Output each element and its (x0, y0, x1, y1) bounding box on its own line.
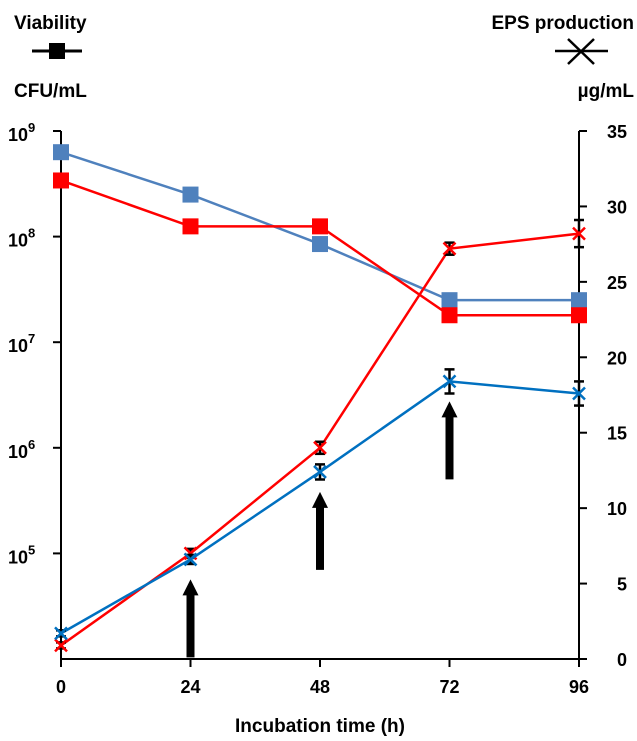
data-point-square (441, 292, 458, 309)
data-point-x (572, 386, 586, 401)
left-tick-label: 107 (8, 331, 35, 356)
left-tick-label: 109 (8, 120, 35, 145)
x-tick-label: 0 (56, 677, 66, 697)
series-layer (53, 144, 587, 653)
left-axis-header: Viability (14, 13, 87, 34)
data-point-x (54, 626, 68, 641)
x-tick-label: 72 (439, 677, 459, 697)
data-point-square (441, 307, 458, 324)
data-point-x (313, 440, 327, 455)
series-3 (54, 368, 586, 641)
right-tick-label: 35 (607, 122, 627, 142)
left-axis-ticks: 109 108 107 106 105 (8, 120, 61, 567)
up-arrow-icon (182, 579, 199, 658)
up-arrow-icon (312, 491, 328, 570)
right-tick-label: 20 (607, 348, 627, 368)
x-tick-label: 96 (569, 677, 589, 697)
data-point-square (182, 186, 199, 203)
series-1 (53, 172, 587, 324)
right-axis-header: EPS production (492, 13, 635, 34)
data-point-square (312, 236, 328, 253)
series-line (60, 232, 580, 647)
data-point-square (53, 172, 69, 189)
up-arrow-icon (441, 401, 458, 480)
x-tick-label: 24 (180, 677, 200, 697)
right-tick-label: 5 (617, 575, 627, 595)
data-point-square (312, 218, 328, 235)
data-point-square (182, 218, 199, 235)
right-tick-label: 0 (617, 650, 627, 670)
right-axis-ticks: 0 5 10 15 20 25 30 35 (579, 122, 627, 670)
left-axis-unit: CFU/mL (14, 81, 87, 102)
right-axis-unit: µg/mL (578, 81, 635, 102)
x-axis-ticks: 0 24 48 72 96 (56, 659, 589, 697)
plot-axes (60, 131, 580, 660)
x-tick-label: 48 (310, 677, 330, 697)
series-2 (54, 218, 586, 653)
data-point-x (54, 638, 68, 653)
right-tick-label: 10 (607, 499, 627, 519)
data-point-square (53, 144, 69, 161)
left-tick-label: 108 (8, 226, 35, 251)
x-marker-legend-icon (555, 38, 608, 65)
data-point-x (572, 226, 586, 241)
data-point-x (442, 241, 457, 256)
right-tick-label: 15 (607, 424, 627, 444)
data-point-x (183, 552, 198, 567)
right-tick-label: 25 (607, 273, 627, 293)
square-marker-legend-icon (32, 43, 82, 59)
left-tick-label: 106 (8, 437, 35, 462)
data-point-square (571, 307, 587, 324)
data-point-square (571, 292, 587, 309)
left-tick-label: 105 (8, 542, 35, 567)
series-0 (53, 144, 587, 309)
right-tick-label: 30 (607, 197, 627, 217)
arrow-layer (182, 401, 458, 658)
x-axis-title: Incubation time (h) (235, 716, 405, 737)
data-point-x (313, 465, 327, 479)
data-point-x (442, 374, 457, 389)
